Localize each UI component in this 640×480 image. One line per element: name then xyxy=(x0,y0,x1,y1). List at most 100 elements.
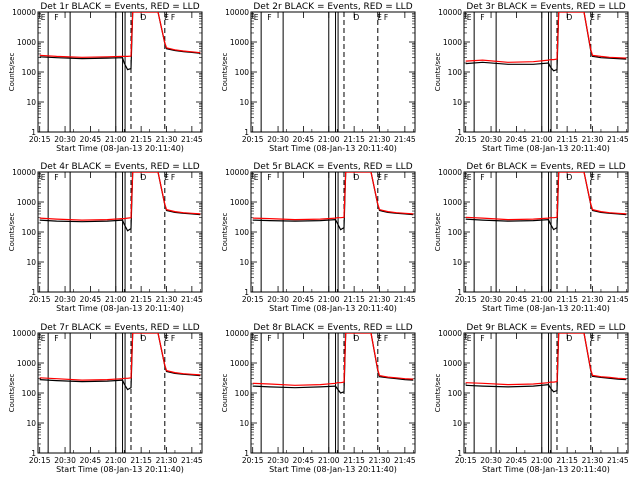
y-tick-label: 10000 xyxy=(438,168,462,177)
panel-title: Det 8r BLACK = Events, RED = LLD xyxy=(253,323,412,333)
x-tick-label: 21:30 xyxy=(582,135,604,144)
x-tick-label: 21:00 xyxy=(105,295,127,304)
y-axis-label: Counts/sec xyxy=(221,53,229,92)
marker-flag-label: D xyxy=(140,13,146,22)
x-tick-label: 20:30 xyxy=(54,295,76,304)
x-tick-label: 21:15 xyxy=(556,135,578,144)
series-group xyxy=(465,172,627,231)
x-tick-label: 20:30 xyxy=(480,135,502,144)
marker-flag-label: E xyxy=(164,334,169,343)
x-tick-label: 21:30 xyxy=(156,135,178,144)
marker-flag-label: F xyxy=(384,13,388,22)
marker-flag-label: F xyxy=(171,173,175,182)
marker-flag-label: E xyxy=(41,334,46,343)
marker-flag-label: D xyxy=(353,334,359,343)
marker-flag-label: F xyxy=(597,173,601,182)
x-tick-label: 20:15 xyxy=(29,135,51,144)
y-tick-label: 1 xyxy=(31,449,36,458)
y-tick-label: 10000 xyxy=(12,168,36,177)
series-line-events xyxy=(252,172,414,231)
y-axis-label: Counts/sec xyxy=(434,53,442,92)
y-tick-label: 10 xyxy=(452,98,462,107)
series-group xyxy=(465,333,627,393)
series-line-events xyxy=(39,12,201,71)
plot-frame xyxy=(250,171,416,293)
x-tick-label: 20:30 xyxy=(267,295,289,304)
x-tick-label: 21:30 xyxy=(369,135,391,144)
marker-flag-label: F xyxy=(54,13,58,22)
y-axis-label: Counts/sec xyxy=(8,213,16,252)
x-tick-label: 20:15 xyxy=(455,135,477,144)
marker-flag-label: D xyxy=(566,173,572,182)
x-tick-label: 21:30 xyxy=(582,456,604,465)
series-group xyxy=(39,172,201,232)
y-axis-label: Counts/sec xyxy=(221,374,229,413)
y-tick-label: 100 xyxy=(448,228,463,237)
x-tick-label: 21:45 xyxy=(181,135,203,144)
marker-flag-label: F xyxy=(384,334,388,343)
marker-flag-label: F xyxy=(267,334,271,343)
marker-flag-label: F xyxy=(54,173,58,182)
series-line-lld xyxy=(465,333,627,386)
marker-flag-label: F xyxy=(597,13,601,22)
y-tick-label: 100 xyxy=(448,389,463,398)
marker-flag-label: F xyxy=(480,334,484,343)
panel-1: Det 1r BLACK = Events, RED = LLD 1 10 100 10… xyxy=(8,2,203,153)
x-tick-label: 20:15 xyxy=(242,135,264,144)
x-tick-label: 21:00 xyxy=(105,456,127,465)
panel-title: Det 9r BLACK = Events, RED = LLD xyxy=(466,323,625,333)
x-tick-label: 21:45 xyxy=(181,456,203,465)
y-tick-label: 10000 xyxy=(225,329,249,338)
series-line-events xyxy=(39,172,201,232)
x-tick-label: 21:15 xyxy=(343,135,365,144)
x-tick-label: 21:15 xyxy=(343,456,365,465)
series-line-lld xyxy=(39,333,201,381)
x-tick-label: 20:45 xyxy=(80,295,102,304)
x-tick-label: 21:30 xyxy=(156,295,178,304)
x-tick-label: 21:30 xyxy=(369,456,391,465)
series-group xyxy=(39,12,201,71)
x-tick-label: 21:15 xyxy=(130,135,152,144)
y-tick-label: 1 xyxy=(244,288,249,297)
x-tick-label: 20:45 xyxy=(293,135,315,144)
marker-flag-label: F xyxy=(171,334,175,343)
y-tick-label: 10 xyxy=(26,98,36,107)
x-tick-label: 21:45 xyxy=(394,295,416,304)
x-axis-label: Start Time (08-Jan-13 20:11:40) xyxy=(482,465,610,474)
x-tick-label: 20:45 xyxy=(506,135,528,144)
x-axis-label: Start Time (08-Jan-13 20:11:40) xyxy=(269,304,397,313)
y-axis-label: Counts/sec xyxy=(8,53,16,92)
x-tick-label: 20:45 xyxy=(293,295,315,304)
x-axis-label: Start Time (08-Jan-13 20:11:40) xyxy=(56,144,184,153)
x-tick-label: 21:15 xyxy=(130,456,152,465)
y-tick-label: 1000 xyxy=(17,38,36,47)
y-axis-label: Counts/sec xyxy=(434,213,442,252)
marker-flag-label: F xyxy=(480,13,484,22)
panel-7: Det 7r BLACK = Events, RED = LLD 1 10 100 10… xyxy=(8,323,203,474)
x-axis-label: Start Time (08-Jan-13 20:11:40) xyxy=(56,304,184,313)
series-line-lld xyxy=(252,333,414,386)
panel-title: Det 7r BLACK = Events, RED = LLD xyxy=(40,323,199,333)
marker-flag-label: D xyxy=(140,334,146,343)
marker-flag-label: E xyxy=(467,334,472,343)
marker-flag-label: F xyxy=(480,173,484,182)
x-tick-label: 21:45 xyxy=(181,295,203,304)
marker-flag-label: E xyxy=(254,13,259,22)
series-line-events xyxy=(465,333,627,393)
marker-flag-label: E xyxy=(590,13,595,22)
marker-flag-label: F xyxy=(597,334,601,343)
marker-flag-label: E xyxy=(377,173,382,182)
x-tick-label: 20:15 xyxy=(455,295,477,304)
x-tick-label: 21:00 xyxy=(531,456,553,465)
panel-title: Det 1r BLACK = Events, RED = LLD xyxy=(40,2,199,12)
marker-flag-label: D xyxy=(566,334,572,343)
marker-flag-label: D xyxy=(140,173,146,182)
y-tick-label: 1 xyxy=(244,128,249,137)
marker-flag-label: E xyxy=(467,173,472,182)
y-tick-label: 1 xyxy=(457,128,462,137)
marker-flag-label: E xyxy=(41,13,46,22)
marker-flag-label: F xyxy=(384,173,388,182)
y-tick-label: 10000 xyxy=(225,168,249,177)
series-line-lld xyxy=(39,12,201,58)
